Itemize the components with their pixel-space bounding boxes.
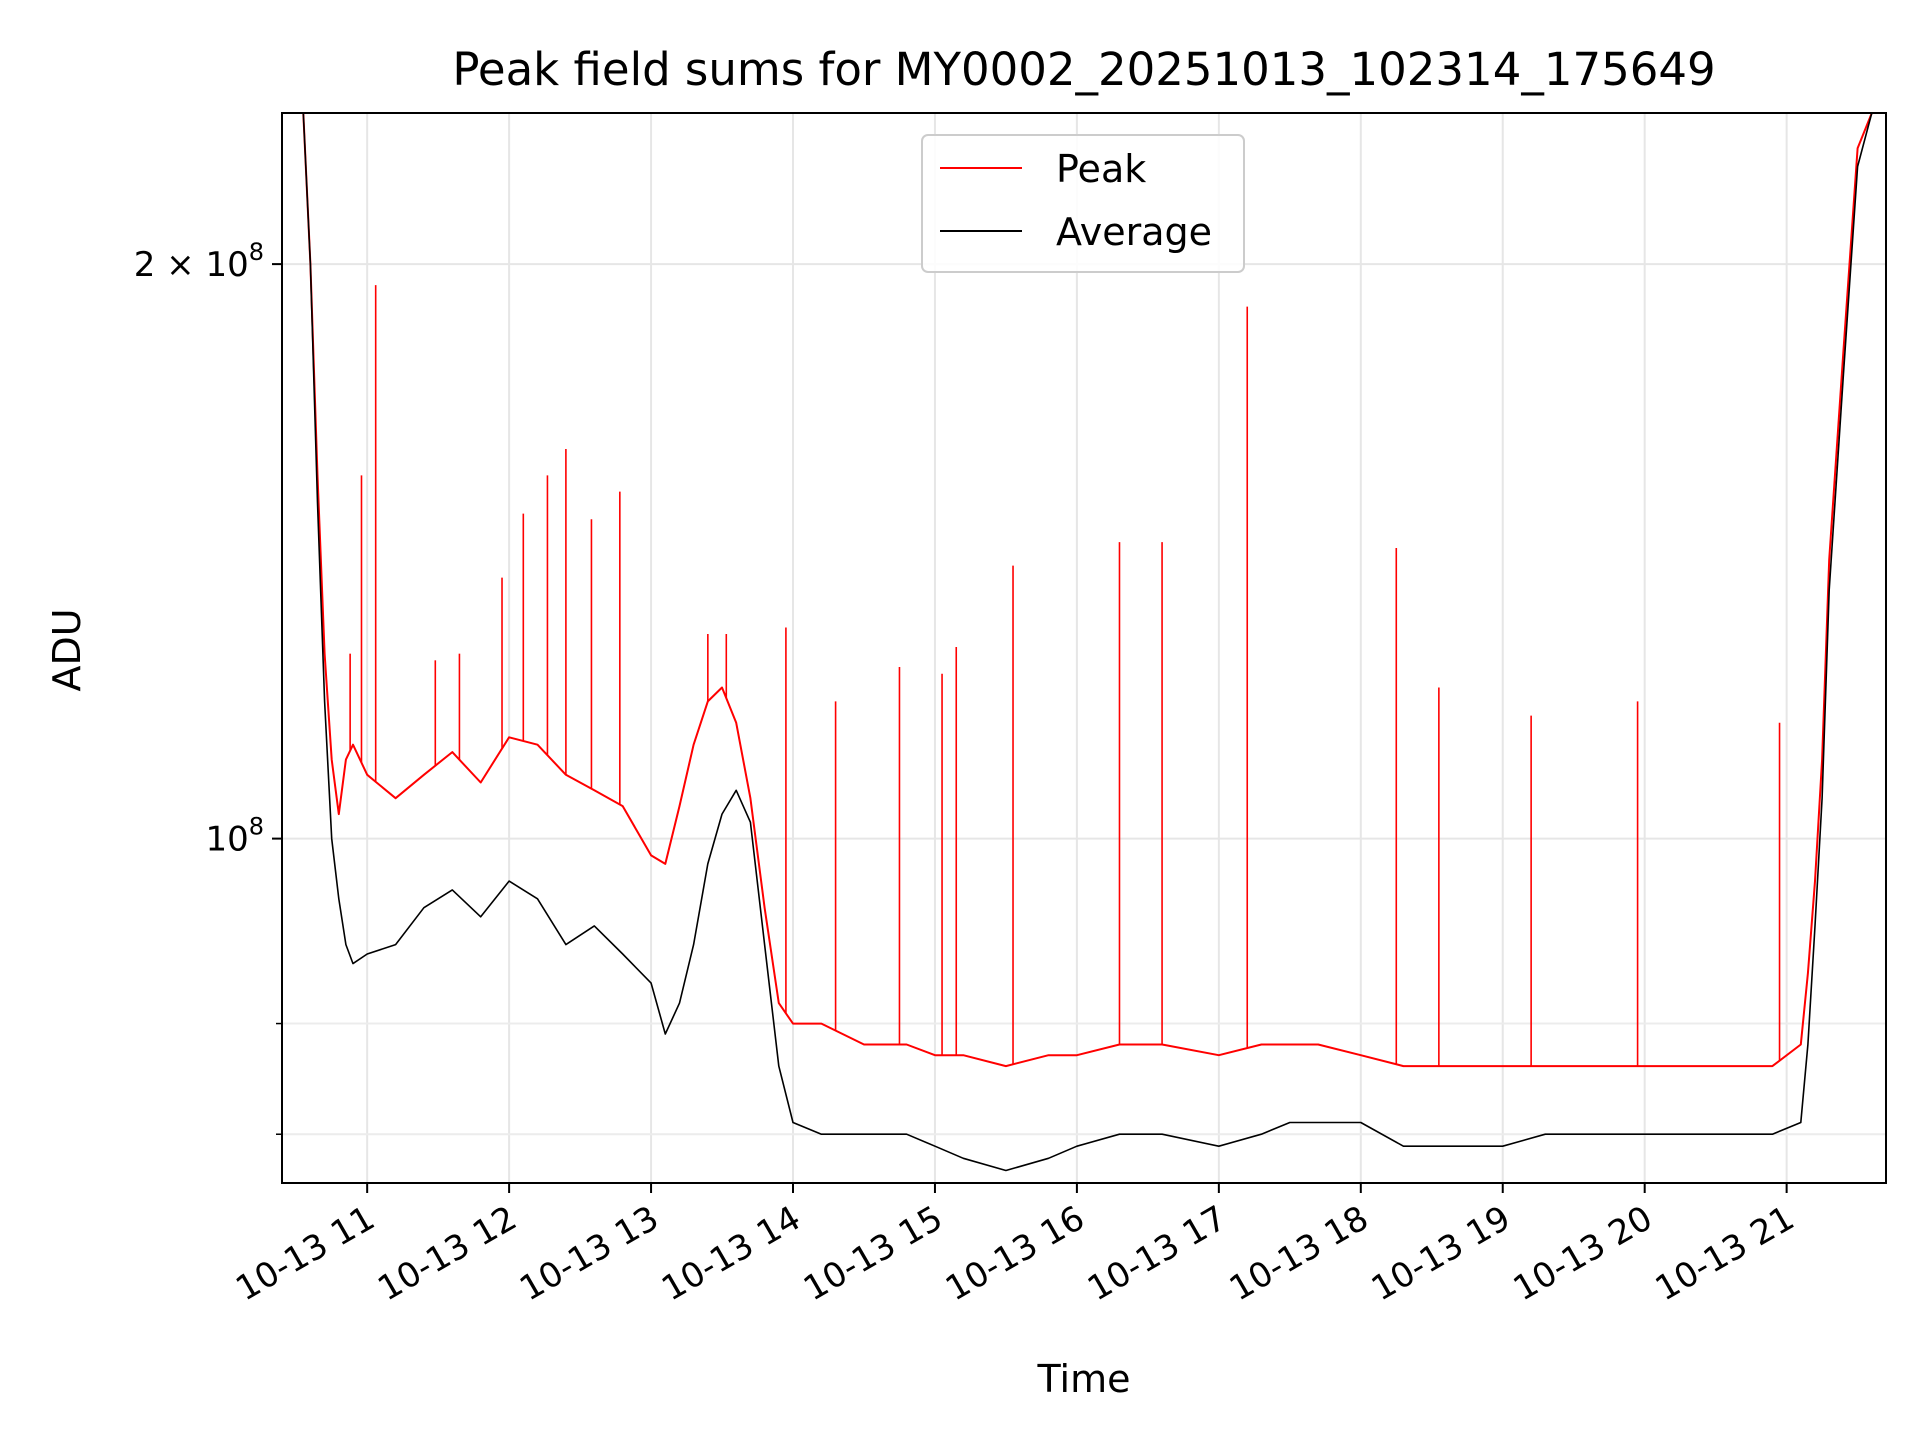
grid [282, 113, 1886, 1183]
plot-frame [281, 112, 1887, 1184]
legend-box [921, 134, 1245, 273]
y-tick-exponent: 8 [249, 813, 264, 841]
y-tick-label: 2 × 108 [134, 238, 264, 285]
y-tick-label: 108 [205, 813, 264, 860]
legend: Peak Average [921, 134, 1245, 273]
chart-title: Peak field sums for MY0002_20251013_1023… [452, 43, 1715, 96]
y-axis-label: ADU [45, 608, 89, 691]
y-tick-base: 10 [205, 820, 248, 860]
series-layer [282, 113, 1886, 1172]
legend-label-average: Average [1056, 210, 1212, 254]
legend-label-peak: Peak [1056, 147, 1146, 191]
y-tick-exponent: 8 [249, 238, 264, 266]
series-line-peak [282, 113, 1886, 1068]
series-line-average [282, 113, 1886, 1172]
x-axis-label: Time [1037, 1357, 1131, 1401]
y-tick-base: 2 × 10 [134, 245, 249, 285]
